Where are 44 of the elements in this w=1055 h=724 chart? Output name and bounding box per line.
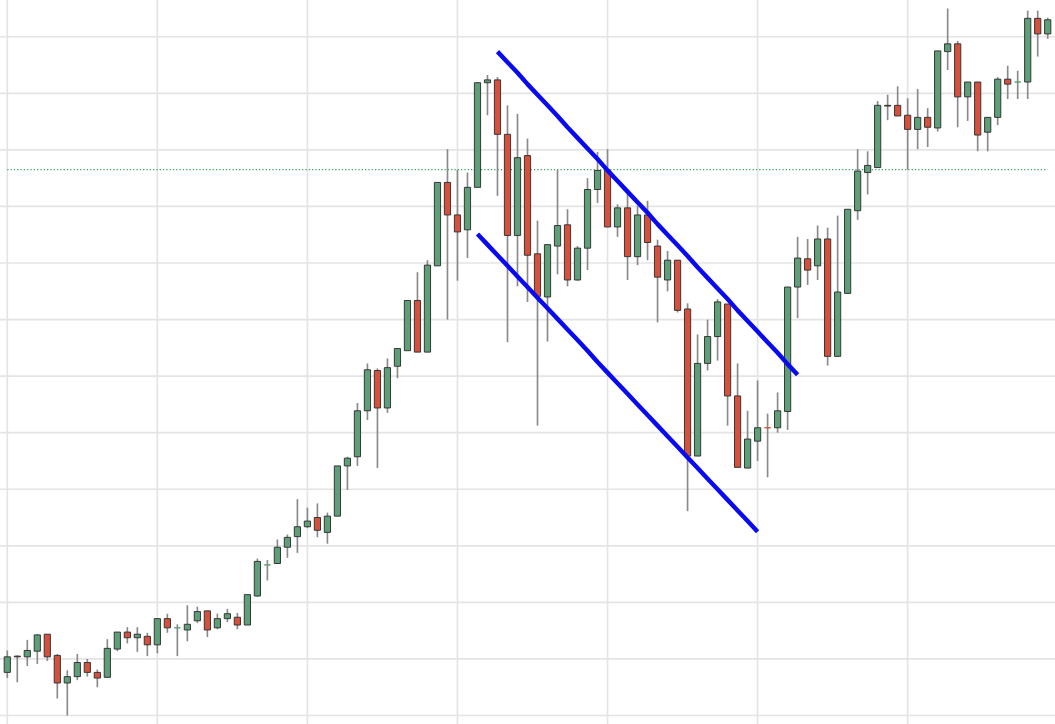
candlestick — [964, 81, 972, 122]
candlestick — [774, 391, 782, 434]
candlestick — [163, 612, 171, 634]
candlestick — [3, 649, 11, 679]
candlestick — [293, 498, 301, 554]
candlestick — [323, 511, 332, 545]
candlestick — [13, 654, 21, 684]
candlestick — [984, 116, 992, 153]
candlestick — [303, 506, 311, 529]
candlestick — [263, 559, 271, 582]
candlestick — [183, 604, 191, 643]
candlestick — [113, 631, 121, 653]
candlestick — [1014, 69, 1022, 100]
candlestick — [453, 168, 462, 282]
candlestick — [483, 74, 492, 117]
candlestick — [804, 238, 812, 286]
candlestick — [203, 610, 211, 638]
candlestick — [1004, 64, 1012, 100]
candlestick — [133, 626, 141, 653]
candlestick — [313, 502, 322, 539]
candlestick — [393, 347, 402, 380]
candlestick — [23, 639, 31, 667]
candlestick — [63, 669, 71, 717]
candlestick — [73, 653, 81, 681]
candlestick — [894, 85, 902, 117]
candlestick — [43, 633, 51, 662]
candlestick — [904, 97, 912, 171]
candlestick — [754, 379, 762, 462]
candlestick — [884, 93, 892, 122]
candlestick — [1044, 16, 1052, 40]
candlestick — [593, 151, 602, 204]
candlestick — [1034, 9, 1042, 58]
candlestick — [33, 633, 41, 665]
candlestick — [273, 538, 281, 565]
candlestick — [343, 455, 352, 491]
candlestick — [143, 631, 151, 657]
candlestick — [553, 168, 562, 276]
candlestick — [283, 533, 291, 559]
candlestick — [944, 7, 952, 71]
candlestick — [914, 88, 922, 151]
candlestick — [613, 203, 622, 238]
candlestick — [864, 150, 872, 196]
candlestick — [663, 250, 672, 293]
candlestick — [924, 107, 932, 148]
